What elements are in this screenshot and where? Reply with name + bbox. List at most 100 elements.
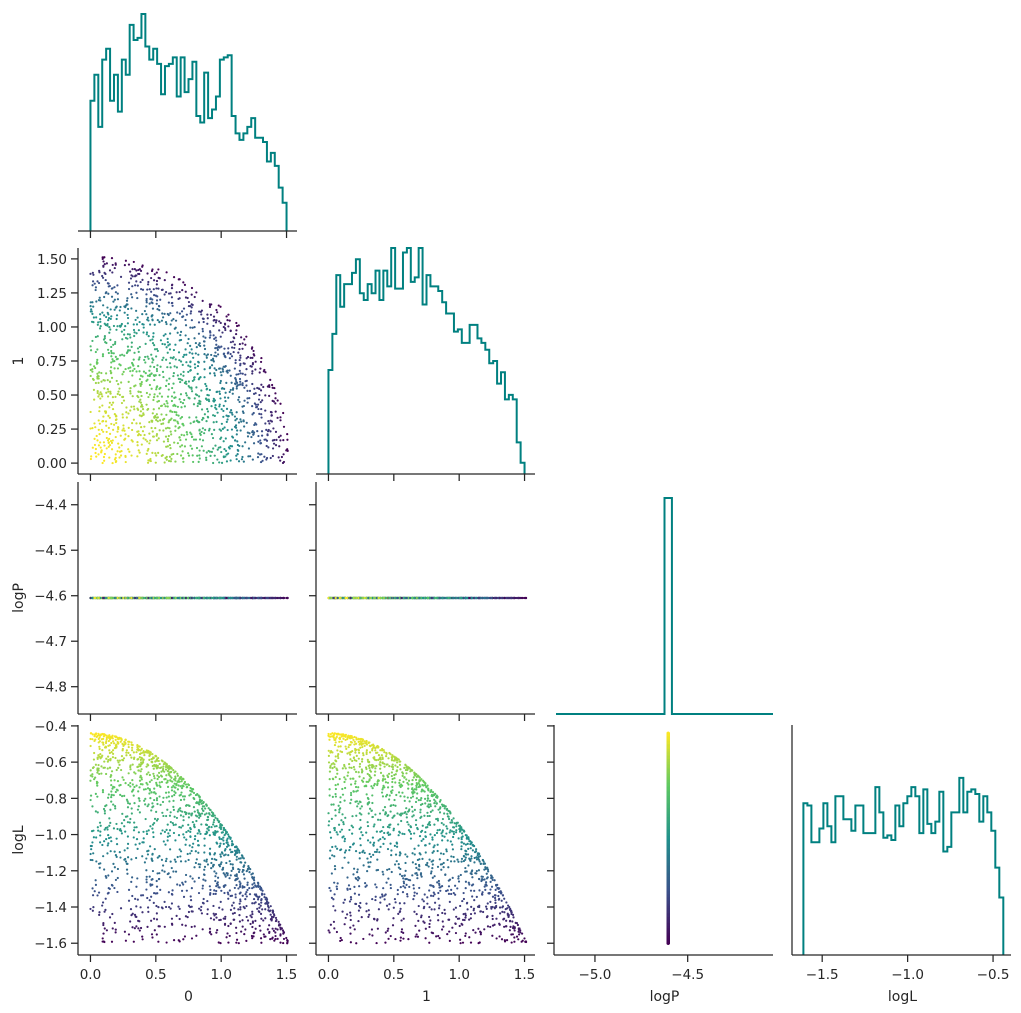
scatter-point-0-1 <box>246 355 250 359</box>
scatter-point-0-1 <box>235 329 238 332</box>
scatter-point-0-1 <box>167 459 171 463</box>
scatter-point-0-logP <box>183 596 186 600</box>
scatter-point-0-1 <box>223 396 227 399</box>
scatter-point-0-logL <box>162 840 165 843</box>
x-axis-0-row1 <box>78 473 297 481</box>
scatter-point-0-1 <box>228 319 231 322</box>
scatter-point-0-1 <box>279 402 282 405</box>
scatter-point-0-1 <box>260 383 263 386</box>
y-tick-label: 0.00 <box>37 456 67 472</box>
scatter-point-0-1 <box>213 318 216 322</box>
scatter-point-0-1 <box>135 370 138 373</box>
scatter-point-0-1 <box>116 284 119 287</box>
scatter-point-1-logP <box>344 596 348 600</box>
scatter-point-0-1 <box>254 403 258 406</box>
scatter-point-0-1 <box>174 358 177 361</box>
scatter-point-0-1 <box>162 429 165 432</box>
scatter-point-0-1 <box>258 387 261 390</box>
scatter-point-0-1 <box>200 389 203 392</box>
scatter-point-0-logL <box>170 866 173 870</box>
scatter-point-0-1 <box>274 392 277 395</box>
scatter-point-0-1 <box>114 291 118 294</box>
scatter-point-0-1 <box>269 378 272 381</box>
scatter-point-0-1 <box>151 298 154 301</box>
scatter-point-0-logP <box>207 596 210 600</box>
scatter-point-0-1 <box>118 446 121 449</box>
scatter-point-0-1 <box>188 351 191 354</box>
x-axis-1-row1 <box>316 473 535 481</box>
scatter-point-0-1 <box>98 296 101 299</box>
scatter-point-0-1 <box>282 425 286 428</box>
scatter-point-0-1 <box>97 395 100 398</box>
scatter-point-1-logP <box>447 596 450 600</box>
scatter-point-0-1 <box>157 407 161 410</box>
scatter-point-0-1 <box>161 358 164 362</box>
scatter-point-0-logL <box>158 762 161 766</box>
scatter-point-0-1 <box>272 427 275 430</box>
scatter-point-0-1 <box>273 438 276 442</box>
scatter-point-0-1 <box>161 342 164 346</box>
scatter-point-0-1 <box>172 382 175 385</box>
scatter-point-0-1 <box>212 334 215 337</box>
scatter-point-0-1 <box>164 405 167 408</box>
scatter-point-0-1 <box>245 367 248 371</box>
scatter-point-0-logL <box>203 859 206 862</box>
scatter-point-0-1 <box>259 442 262 445</box>
scatter-point-0-logP <box>91 596 94 600</box>
scatter-point-0-1 <box>165 271 168 274</box>
scatter-point-0-1 <box>107 348 110 351</box>
scatter-point-0-1 <box>243 425 246 428</box>
scatter-point-0-1 <box>260 407 263 411</box>
scatter-point-0-1 <box>219 437 222 441</box>
scatter-point-0-1 <box>130 345 133 348</box>
scatter-point-0-1 <box>215 390 218 394</box>
scatter-point-0-1 <box>100 451 103 454</box>
scatter-point-0-logL <box>269 913 272 916</box>
scatter-point-0-1 <box>251 372 254 375</box>
scatter-point-0-1 <box>146 374 150 377</box>
scatter-point-0-1 <box>172 275 176 279</box>
scatter-point-0-1 <box>111 396 115 399</box>
scatter-point-0-1 <box>184 290 187 293</box>
scatter-point-0-1 <box>111 401 115 404</box>
scatter-point-0-1 <box>189 344 192 347</box>
scatter-point-0-1 <box>112 428 115 431</box>
scatter-point-0-logL <box>220 889 223 892</box>
scatter-point-0-logL <box>128 821 131 824</box>
scatter-point-0-logL <box>174 839 177 842</box>
scatter-point-0-1 <box>166 445 169 448</box>
scatter-point-0-1 <box>196 419 199 422</box>
scatter-point-0-1 <box>139 384 142 387</box>
scatter-point-0-1 <box>146 449 149 452</box>
scatter-point-0-1 <box>145 299 148 302</box>
scatter-point-0-1 <box>155 439 159 442</box>
scatter-point-0-1 <box>89 410 92 414</box>
scatter-point-0-1 <box>150 387 153 390</box>
scatter-point-0-1 <box>181 315 184 319</box>
scatter-point-1-logP <box>415 596 419 600</box>
scatter-point-0-1 <box>170 433 173 436</box>
scatter-point-1-logP <box>427 596 430 600</box>
scatter-point-0-1 <box>157 268 160 271</box>
scatter-point-0-1 <box>103 444 106 447</box>
scatter-point-0-1 <box>174 343 177 346</box>
scatter-point-0-1 <box>147 280 150 284</box>
scatter-point-0-1 <box>216 353 220 356</box>
scatter-point-0-1 <box>136 407 139 410</box>
scatter-point-0-1 <box>131 428 134 432</box>
scatter-point-0-1 <box>223 448 226 451</box>
scatter-point-0-1 <box>176 420 179 423</box>
scatter-point-0-1 <box>135 269 138 272</box>
scatter-point-0-1 <box>184 392 188 395</box>
scatter-point-0-1 <box>205 451 208 454</box>
scatter-point-0-1 <box>127 367 130 370</box>
scatter-point-0-1 <box>279 434 282 437</box>
scatter-point-1-logP <box>506 596 509 600</box>
scatter-point-0-logL <box>194 850 197 853</box>
scatter-point-0-1 <box>95 455 98 458</box>
scatter-point-0-1 <box>103 334 106 338</box>
scatter-point-0-logL <box>160 858 164 861</box>
scatter-point-0-1 <box>175 411 178 414</box>
scatter-point-0-logL <box>241 925 244 928</box>
scatter-point-0-1 <box>166 312 169 316</box>
